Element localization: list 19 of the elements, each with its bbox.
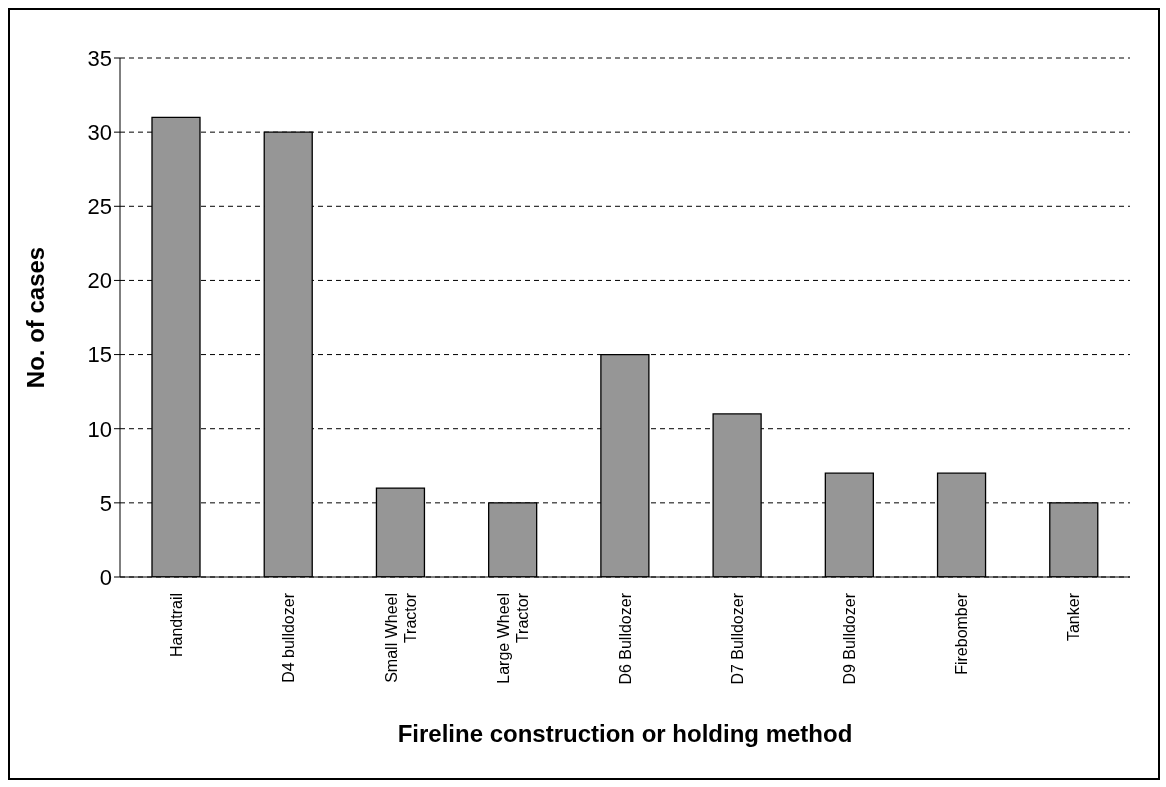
- x-tick-label: Small Wheel Tractor: [382, 592, 419, 683]
- y-tick-label: 5: [99, 490, 112, 516]
- x-tick-label: Large Wheel Tractor: [494, 592, 531, 684]
- y-tick-label: 15: [87, 342, 112, 368]
- y-tick-label: 25: [87, 194, 112, 220]
- x-tick-label: D7 Bulldozer: [728, 592, 746, 685]
- y-axis-title: No. of cases: [21, 246, 49, 389]
- x-tick-label: Firebomber: [953, 592, 971, 675]
- y-tick-label: 30: [87, 119, 112, 145]
- x-axis-title: Fireline construction or holding method: [397, 720, 853, 747]
- x-tick-label: D4 bulldozer: [279, 592, 297, 683]
- y-tick-label: 0: [99, 564, 112, 590]
- x-tick-label: Tanker: [1065, 592, 1083, 642]
- x-tick-label: D9 Bulldozer: [841, 592, 859, 685]
- y-tick-label: 10: [87, 416, 112, 442]
- x-tick-label: D6 Bulldozer: [616, 592, 634, 685]
- y-tick-label: 35: [87, 45, 112, 71]
- y-tick-label: 20: [87, 268, 112, 294]
- x-tick-label: Handtrail: [167, 593, 185, 658]
